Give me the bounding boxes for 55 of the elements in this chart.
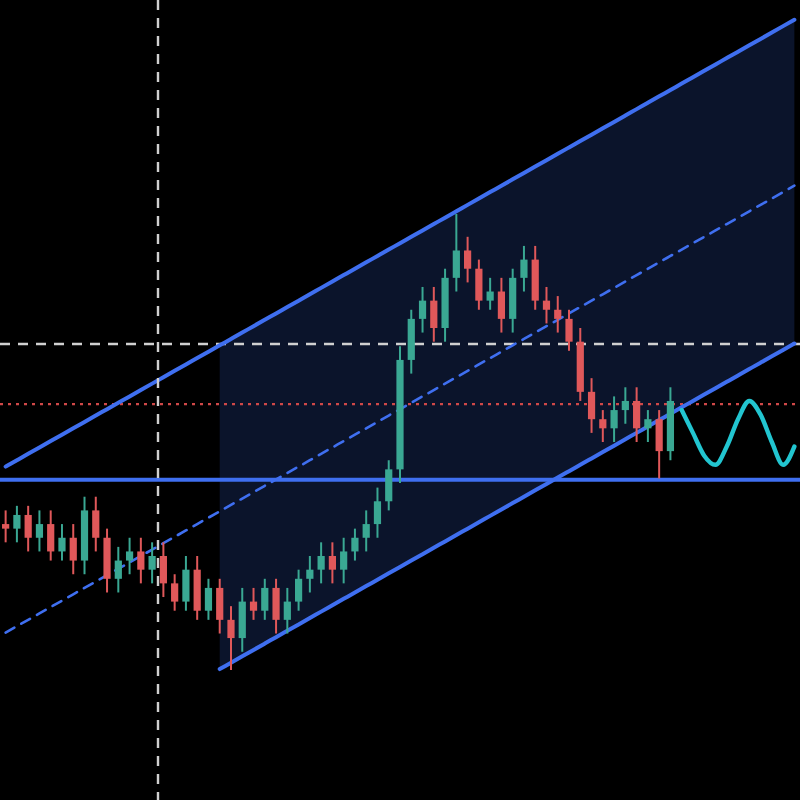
candlestick xyxy=(69,523,77,576)
candlestick xyxy=(497,276,506,334)
candlestick xyxy=(407,308,415,375)
candlestick xyxy=(216,577,224,635)
candlestick xyxy=(2,509,10,544)
candlestick xyxy=(464,235,472,284)
candlestick xyxy=(47,509,55,562)
candlestick xyxy=(385,459,393,512)
candlestick xyxy=(587,377,596,434)
candlestick xyxy=(317,541,325,585)
candlestick xyxy=(565,308,573,352)
candlestick xyxy=(452,213,460,293)
candlestick xyxy=(340,536,348,585)
candlestick xyxy=(542,285,551,325)
candlestick xyxy=(171,573,179,612)
candlestick xyxy=(351,527,359,562)
candlestick xyxy=(159,541,167,599)
candlestick xyxy=(13,504,21,544)
candlestick xyxy=(418,285,427,334)
candlestick xyxy=(125,536,134,576)
candlestick xyxy=(294,568,303,612)
candlestick xyxy=(182,555,190,612)
candlestick xyxy=(249,586,258,621)
candlestick xyxy=(103,527,111,594)
candlestick xyxy=(238,586,246,653)
candlestick xyxy=(486,276,494,311)
candlestick xyxy=(610,395,618,443)
candlestick xyxy=(520,244,528,293)
candlestick xyxy=(328,541,336,585)
candlestick xyxy=(655,409,663,480)
candlestick xyxy=(599,409,607,443)
candlestick xyxy=(509,267,517,334)
candlestick xyxy=(430,285,438,343)
candlestick xyxy=(261,577,269,621)
candlestick xyxy=(373,486,382,539)
candlestick xyxy=(148,541,156,585)
candlestick xyxy=(114,545,122,594)
candlestick xyxy=(644,409,652,443)
candlestick xyxy=(306,555,314,594)
candlestick xyxy=(475,258,483,311)
candlestick xyxy=(24,504,32,553)
candlestick xyxy=(633,386,641,443)
candlestick xyxy=(283,586,291,635)
candlestick xyxy=(621,386,629,425)
candlestick xyxy=(193,555,201,621)
candlestick xyxy=(554,295,562,334)
candlestick xyxy=(227,605,235,671)
candlestick xyxy=(531,244,539,311)
candlestick xyxy=(58,523,66,562)
candlestick xyxy=(92,495,100,553)
candlestick xyxy=(137,536,145,585)
candlestick xyxy=(362,509,370,553)
candlestick xyxy=(204,577,213,621)
candlestick xyxy=(35,509,44,553)
candlestick xyxy=(272,577,280,635)
